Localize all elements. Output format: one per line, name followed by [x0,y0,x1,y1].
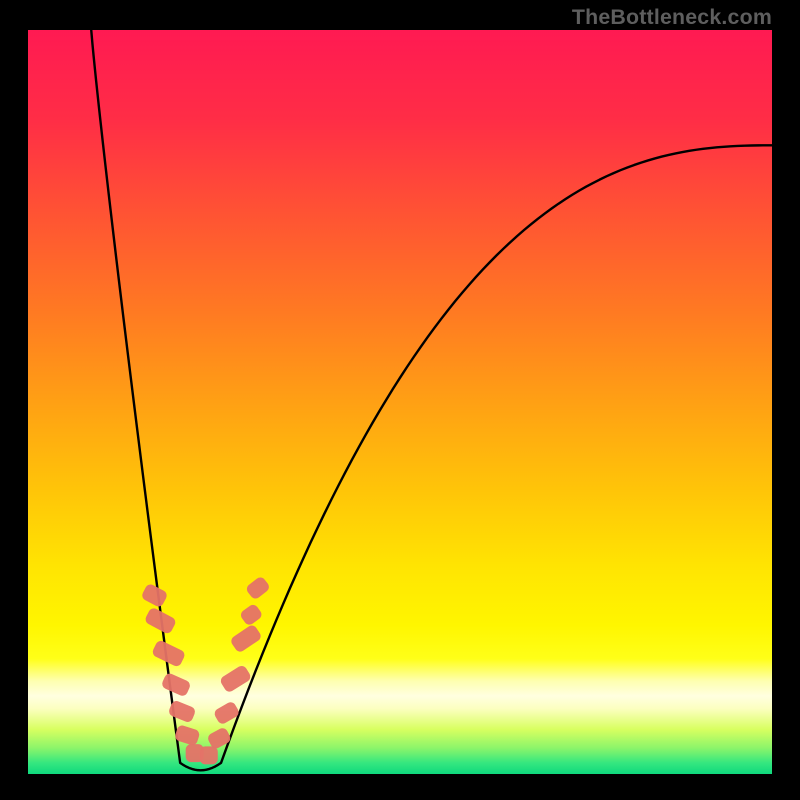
data-marker [144,607,176,634]
data-marker [245,576,270,600]
data-marker [161,673,191,697]
curve-overlay [28,30,772,774]
marker-group [141,576,270,764]
data-marker [152,640,186,668]
bottleneck-curve [91,30,772,770]
plot-area [28,30,772,774]
data-marker [200,747,217,764]
data-marker [168,700,196,723]
data-marker [141,583,168,607]
watermark-text: TheBottleneck.com [572,5,772,30]
chart-stage: TheBottleneck.com [0,0,800,800]
data-marker [240,603,263,626]
data-marker [219,665,251,693]
data-marker [230,624,262,653]
